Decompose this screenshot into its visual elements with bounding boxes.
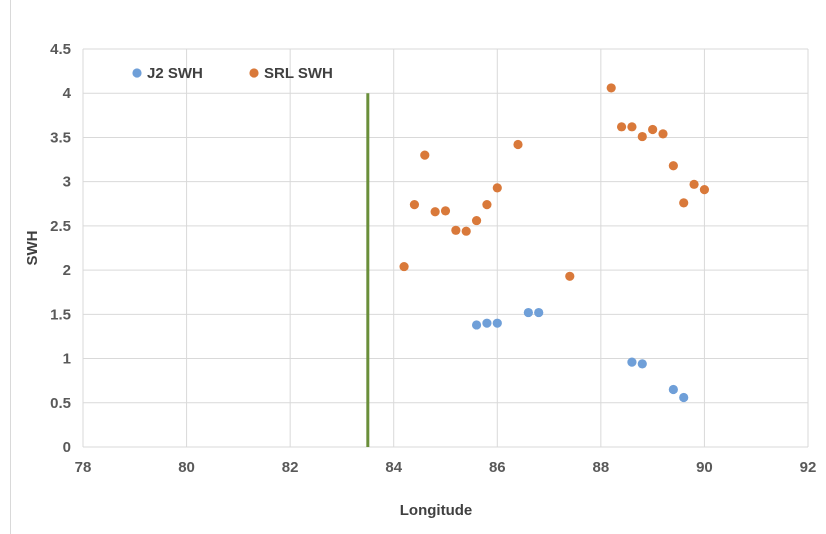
srl-swh-point-8 [482,200,492,210]
srl-swh-point-2 [420,150,430,160]
x-tick-label-1: 80 [178,459,195,476]
srl-swh-point-10 [513,139,523,150]
y-tick-label-3: 1.5 [50,306,71,323]
j2-swh-point-4 [534,307,544,318]
chart-frame [10,0,826,534]
y-tick-label-0: 0 [63,439,71,456]
y-tick-label-6: 3 [63,174,71,191]
srl-swh-point-16 [648,124,658,135]
x-tick-label-7: 92 [800,459,817,476]
x-tick-label-3: 84 [385,459,402,476]
y-tick-label-4: 2 [63,262,71,279]
y-tick-label-1: 0.5 [50,395,71,412]
srl-swh-point-20 [689,179,699,189]
y-tick-label-8: 4 [63,85,72,102]
srl-swh-point-4 [440,206,451,216]
srl-swh-point-14 [627,122,637,132]
srl-swh-point-15 [637,131,647,142]
srl-swh-point-21 [699,185,710,195]
tick-labels: 0 0.5 1 1.5 2 2.5 3 3.5 4 4.5 78 80 82 84 86 88 90 92 [50,41,816,476]
srl-swh-point-3 [430,207,440,217]
srl-swh-point-19 [679,198,689,208]
x-tick-label-6: 90 [696,459,713,476]
legend-marker-j2-swh [132,68,142,78]
j2-swh-point-1 [482,318,492,328]
y-axis-title: SWH [24,231,41,266]
legend-label-j2-swh: J2 SWH [147,65,203,82]
j2-swh-point-3 [523,307,533,318]
gridlines [82,48,809,448]
srl-swh-point-0 [399,261,409,272]
j2-swh-point-7 [668,384,678,395]
x-axis-title: Longitude [400,502,472,519]
legend: J2 SWH SRL SWH [132,65,333,82]
legend-label-srl-swh: SRL SWH [264,65,333,82]
srl-swh-point-12 [606,83,616,93]
srl-swh-point-18 [668,161,678,171]
srl-swh-point-9 [492,183,502,193]
x-tick-label-4: 86 [489,459,506,476]
y-tick-label-5: 2.5 [50,218,71,235]
y-tick-label-7: 3.5 [50,129,71,146]
srl-swh-point-6 [461,226,471,236]
j2-swh-point-2 [492,318,502,328]
y-tick-label-2: 1 [63,351,71,368]
srl-swh-point-11 [565,271,575,281]
srl-swh-point-17 [658,129,668,139]
srl-swh-point-13 [616,122,627,132]
j2-swh-point-5 [627,357,637,367]
legend-marker-srl-swh [249,68,259,78]
j2-swh-point-0 [471,320,482,330]
x-tick-label-2: 82 [282,459,299,476]
x-tick-label-5: 88 [593,459,610,476]
data-points [399,83,710,403]
j2-swh-point-8 [679,392,689,403]
x-tick-label-0: 78 [75,459,92,476]
srl-swh-point-1 [409,200,420,210]
srl-swh-point-5 [451,225,461,235]
srl-swh-point-7 [471,215,482,226]
j2-swh-point-6 [637,359,647,369]
y-tick-label-9: 4.5 [50,41,71,58]
